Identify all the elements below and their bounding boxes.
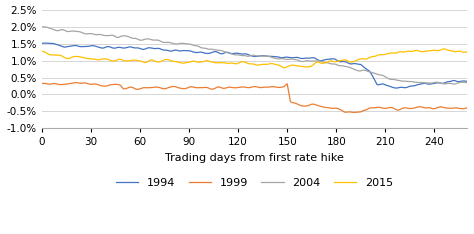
1994 <box>39 42 45 45</box>
1994 <box>405 85 411 88</box>
2004 <box>464 81 470 84</box>
2015 <box>404 50 410 53</box>
2015 <box>260 63 265 66</box>
1994 <box>464 80 470 83</box>
1999 <box>198 86 203 89</box>
1994 <box>42 42 48 44</box>
2015 <box>186 61 192 64</box>
2004 <box>262 55 267 58</box>
1999 <box>73 81 79 84</box>
2004 <box>42 26 48 28</box>
2015 <box>441 48 447 50</box>
1999 <box>65 83 71 85</box>
1999 <box>351 111 357 114</box>
2015 <box>72 55 77 58</box>
2004 <box>73 30 79 33</box>
2004 <box>39 26 45 28</box>
2004 <box>404 80 410 83</box>
1994 <box>394 87 400 89</box>
1994 <box>262 55 267 57</box>
Line: 2004: 2004 <box>42 27 467 84</box>
1994 <box>67 45 73 48</box>
2015 <box>39 50 45 52</box>
1994 <box>198 51 203 54</box>
X-axis label: Trading days from first rate hike: Trading days from first rate hike <box>165 153 344 163</box>
1999 <box>188 85 193 88</box>
Line: 2015: 2015 <box>42 49 467 68</box>
1999 <box>262 86 267 88</box>
2004 <box>188 43 193 46</box>
1999 <box>405 107 411 110</box>
Legend: 1994, 1999, 2004, 2015: 1994, 1999, 2004, 2015 <box>111 174 398 193</box>
1999 <box>464 106 470 109</box>
2015 <box>196 61 202 63</box>
Line: 1994: 1994 <box>42 43 467 88</box>
2015 <box>464 50 470 53</box>
2015 <box>281 66 287 69</box>
1999 <box>72 81 77 84</box>
2004 <box>67 30 73 33</box>
1994 <box>73 44 79 47</box>
1994 <box>188 50 193 52</box>
2015 <box>65 57 71 60</box>
Line: 1999: 1999 <box>42 83 467 112</box>
1999 <box>39 82 45 85</box>
2004 <box>198 46 203 49</box>
2004 <box>451 83 457 85</box>
